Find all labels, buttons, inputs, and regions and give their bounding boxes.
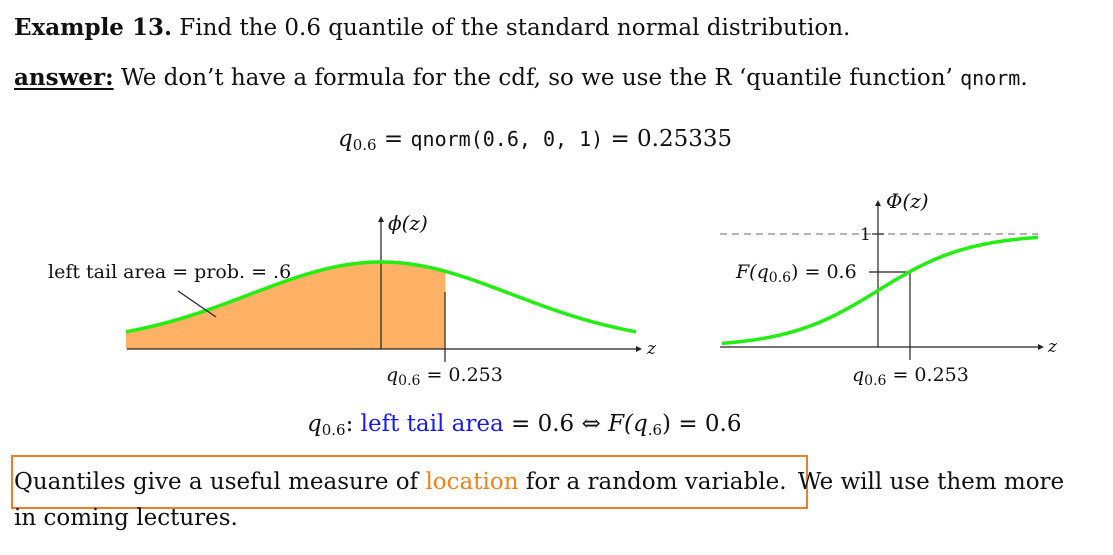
relation-q-sub: 0.6: [321, 421, 346, 439]
left-y-arrow: [378, 216, 384, 222]
f-label-sub: 0.6: [769, 270, 791, 286]
annotation-pointer: [177, 290, 217, 318]
left-quantile-label: q0.6 = 0.253: [386, 364, 503, 389]
right-x-label: z: [1047, 337, 1058, 357]
relation-end: ) = 0.6: [662, 411, 742, 437]
formula-result: = 0.25335: [603, 126, 733, 152]
normal-cdf-curve: [721, 235, 1039, 346]
answer-line: answer: We don’t have a formula for the …: [14, 64, 1028, 91]
left-x-label: z: [646, 339, 657, 359]
right-q-value: = 0.253: [886, 364, 968, 386]
right-plot: Φ(z) z 1 F(q0.6) = 0.6 q0.6 = 0.253: [720, 189, 1058, 389]
left-x-arrow: [636, 346, 642, 352]
relation-f: F(q: [608, 411, 648, 437]
left-plot: ϕ(z) z left tail area = prob. = .6 q0.6 …: [48, 211, 657, 389]
left-y-label: ϕ(z): [388, 211, 428, 235]
highlight-box: [11, 455, 808, 509]
left-q-value: = 0.253: [420, 364, 502, 386]
right-y-label: Φ(z): [886, 189, 929, 213]
conclusion-text-4: in coming lectures.: [14, 505, 238, 531]
normal-pdf-curve: [125, 260, 637, 334]
right-q: q: [852, 364, 864, 386]
relation-q: q: [307, 411, 322, 437]
formula-q: q: [338, 126, 353, 152]
formula-q-sub: 0.6: [352, 136, 377, 154]
f-label-value: ) = 0.6: [791, 261, 857, 283]
f-label-main: F(q: [735, 261, 769, 283]
conclusion-text-3: We will use them more: [797, 469, 1065, 495]
answer-function-name: qnorm: [960, 66, 1021, 90]
relation-colon: :: [345, 411, 354, 437]
conclusion-highlight-word: location: [425, 469, 519, 495]
conclusion-text-2: for a random variable.: [525, 469, 787, 495]
right-x-arrow: [1038, 344, 1044, 350]
conclusion-line-2: in coming lectures.: [14, 505, 238, 531]
formula-code: qnorm(0.6, 0, 1): [410, 127, 604, 151]
f-label: F(q0.6) = 0.6: [735, 261, 857, 286]
answer-text: We don’t have a formula for the cdf, so …: [120, 65, 953, 91]
relation-line: q0.6: left tail area = 0.6 ⇔ F(q.6) = 0.…: [307, 411, 742, 439]
right-y-arrow: [875, 200, 881, 206]
relation-blue-text: left tail area: [360, 411, 504, 437]
right-one-label: 1: [860, 225, 871, 245]
example-line: Example 13. Find the 0.6 quantile of the…: [14, 14, 850, 41]
left-annotation: left tail area = prob. = .6: [48, 261, 291, 283]
conclusion-text-1: Quantiles give a useful measure of: [14, 469, 419, 495]
formula: q0.6 = qnorm(0.6, 0, 1) = 0.25335: [338, 126, 732, 154]
left-tail-fill: [126, 262, 446, 349]
relation-mid: = 0.6 ⇔: [503, 411, 609, 437]
example-label: Example 13.: [14, 14, 172, 41]
answer-label: answer:: [14, 64, 114, 91]
conclusion-line-1: Quantiles give a useful measure of locat…: [14, 469, 1064, 495]
example-question: Find the 0.6 quantile of the standard no…: [179, 15, 851, 41]
formula-eq: =: [376, 126, 411, 152]
relation-f-sub: .6: [647, 421, 663, 439]
right-q-sub: 0.6: [864, 373, 886, 389]
left-q: q: [386, 364, 398, 386]
left-q-sub: 0.6: [398, 373, 420, 389]
answer-period: .: [1020, 65, 1028, 91]
right-quantile-label: q0.6 = 0.253: [852, 364, 969, 389]
